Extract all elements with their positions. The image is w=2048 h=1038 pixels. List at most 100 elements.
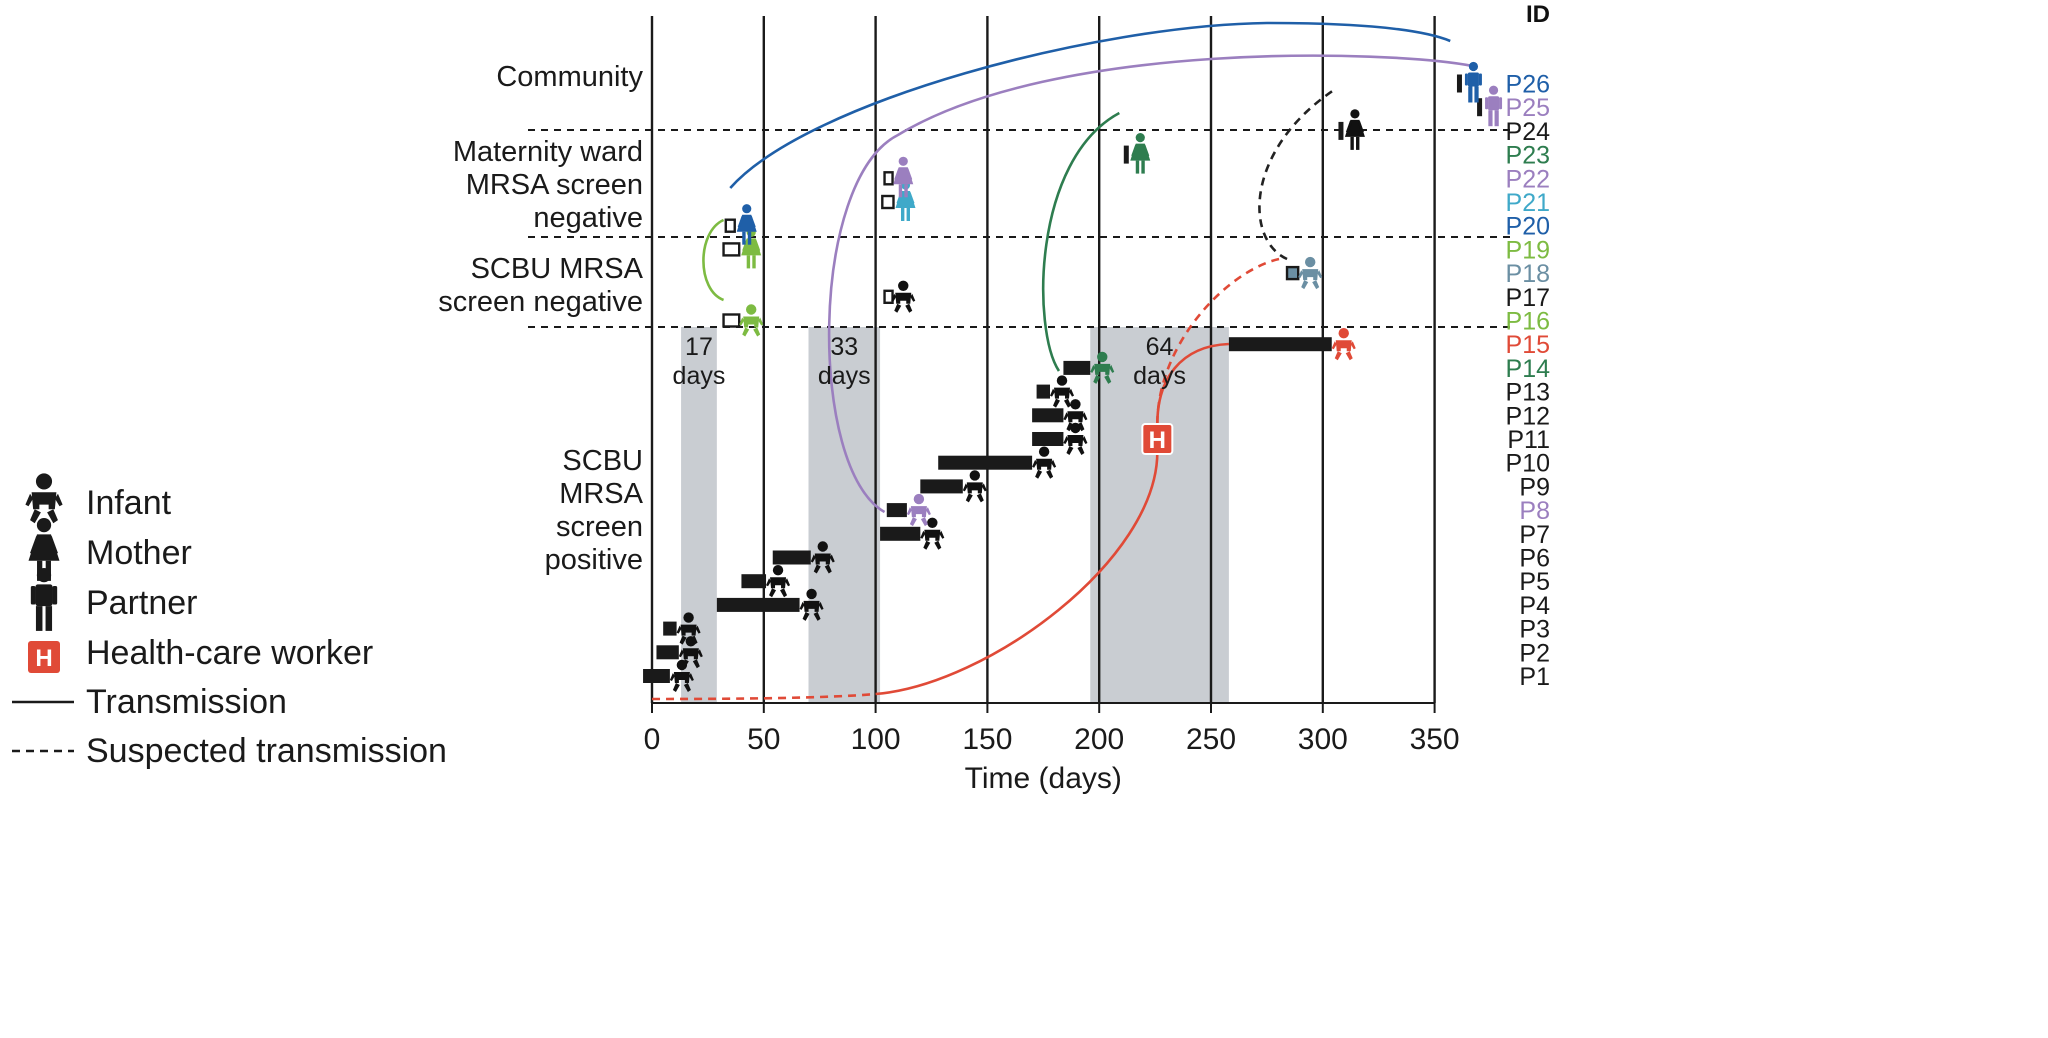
screen-box-p22	[883, 171, 894, 186]
screen-mark-p25	[1477, 98, 1483, 117]
patient-id-label: P26	[1506, 71, 1550, 99]
stay-bar-p11	[1032, 432, 1064, 446]
patient-id-label: P13	[1506, 379, 1550, 407]
stay-bar-p3	[663, 621, 677, 636]
id-column-header: ID	[1526, 1, 1550, 28]
infant-icon	[1032, 446, 1057, 479]
gap-shading-2	[808, 327, 881, 703]
legend-partner-label: Partner	[86, 584, 198, 622]
legend-mother-label: Mother	[86, 534, 192, 572]
patient-id-label: P19	[1506, 236, 1550, 264]
x-tick-label: 0	[644, 723, 661, 756]
x-tick-label: 150	[962, 723, 1012, 756]
screen-box-p16	[722, 313, 741, 328]
section-label-maternity: negative	[533, 202, 643, 234]
section-label-scbu_positive: positive	[545, 544, 643, 576]
stay-bar-p5	[741, 574, 767, 589]
transmission-link-hcw-p18	[1156, 256, 1285, 425]
patient-id-label: P12	[1506, 402, 1550, 430]
screen-box-p20	[724, 218, 736, 233]
transmission-link-p8-p25	[827, 54, 1473, 514]
x-tick-label: 250	[1186, 723, 1236, 756]
patient-id-label: P25	[1506, 94, 1550, 122]
section-label-maternity: Maternity ward	[453, 136, 643, 168]
health-care-worker-letter: H	[1149, 427, 1166, 454]
patient-id-label: P24	[1506, 118, 1551, 146]
patient-id-label: P9	[1519, 473, 1550, 501]
patient-id-label: P8	[1519, 497, 1550, 525]
stay-bar-p13	[1036, 384, 1051, 399]
transmission-link-p20-p26	[729, 21, 1451, 189]
legend-suspected-label: Suspected transmission	[86, 732, 447, 770]
gap-unit-label: days	[673, 362, 726, 390]
patient-id-label: P14	[1506, 355, 1551, 383]
x-tick-label: 350	[1410, 723, 1460, 756]
legend-infant-icon	[25, 473, 63, 524]
stay-bar-p6	[772, 550, 811, 565]
x-tick-label: 50	[747, 723, 780, 756]
stay-bar-p8	[886, 503, 907, 518]
infant-icon	[1298, 256, 1323, 290]
patient-id-label: P20	[1506, 213, 1550, 241]
mother-icon	[1344, 109, 1365, 150]
screen-mark-p24	[1338, 121, 1344, 140]
gap-value-label: 64	[1146, 333, 1174, 361]
patient-id-label: P4	[1519, 592, 1550, 620]
section-label-scbu_positive: SCBU	[562, 445, 643, 477]
screen-mark-p23	[1123, 145, 1129, 164]
section-label-scbu_negative: screen negative	[438, 286, 643, 318]
legend-transmission-label: Transmission	[86, 683, 287, 721]
screen-box-p17	[883, 289, 894, 304]
patient-id-label: P6	[1519, 545, 1550, 573]
section-label-scbu_positive: MRSA	[559, 478, 643, 510]
gap-unit-label: days	[1133, 362, 1186, 390]
legend-partner-icon	[30, 567, 58, 631]
x-axis-label: Time (days)	[965, 762, 1122, 795]
transmission-link-p1-hcw	[651, 692, 876, 701]
infant-icon	[906, 493, 931, 527]
gap-value-label: 33	[830, 333, 858, 361]
legend-hcw-icon	[28, 641, 60, 673]
stay-bar-p1	[643, 669, 670, 683]
patient-id-label: P17	[1506, 284, 1550, 312]
infant-icon	[766, 565, 791, 598]
transmission-link-p16-p19	[702, 218, 725, 302]
patient-id-label: P11	[1507, 426, 1550, 454]
stay-bar-p15	[1228, 337, 1332, 352]
x-tick-label: 300	[1298, 723, 1348, 756]
transmission-link-p14-p23	[1041, 111, 1120, 372]
patient-id-label: P15	[1506, 331, 1550, 359]
patient-id-label: P22	[1506, 165, 1550, 193]
patient-id-label: P21	[1506, 189, 1550, 217]
infant-icon	[1050, 375, 1075, 408]
gap-value-label: 17	[685, 333, 713, 361]
health-care-worker-marker	[1141, 423, 1174, 455]
transmission-link-hcw-p15	[875, 451, 1159, 696]
patient-id-label: P1	[1519, 663, 1550, 691]
screen-box-p21	[881, 194, 895, 210]
section-label-scbu_positive: screen	[556, 511, 643, 543]
stay-bar-p2	[656, 645, 679, 660]
partner-icon	[1464, 61, 1482, 103]
screen-box-p19	[722, 242, 741, 257]
patient-id-label: P16	[1506, 308, 1550, 336]
stay-bar-p14	[1063, 360, 1091, 375]
stay-bar-p10	[938, 455, 1033, 470]
stay-bar-p9	[920, 479, 963, 494]
infant-icon	[1063, 422, 1088, 455]
stay-bar-p12	[1032, 408, 1064, 423]
infant-icon	[891, 280, 916, 313]
transmission-link-p18-p24	[1258, 88, 1335, 261]
patient-id-label: P18	[1506, 260, 1550, 288]
legend-hcw-label: Health-care worker	[86, 634, 373, 672]
stay-bar-p4	[716, 597, 800, 612]
infant-icon	[739, 304, 764, 337]
patient-id-label: P3	[1519, 616, 1550, 644]
infant-icon	[1331, 328, 1356, 361]
stay-bar-p7	[880, 526, 921, 541]
patient-id-label: P23	[1506, 142, 1550, 170]
section-label-scbu_negative: SCBU MRSA	[471, 253, 644, 285]
patient-id-label: P2	[1519, 639, 1550, 667]
patient-id-label: P7	[1519, 521, 1550, 549]
